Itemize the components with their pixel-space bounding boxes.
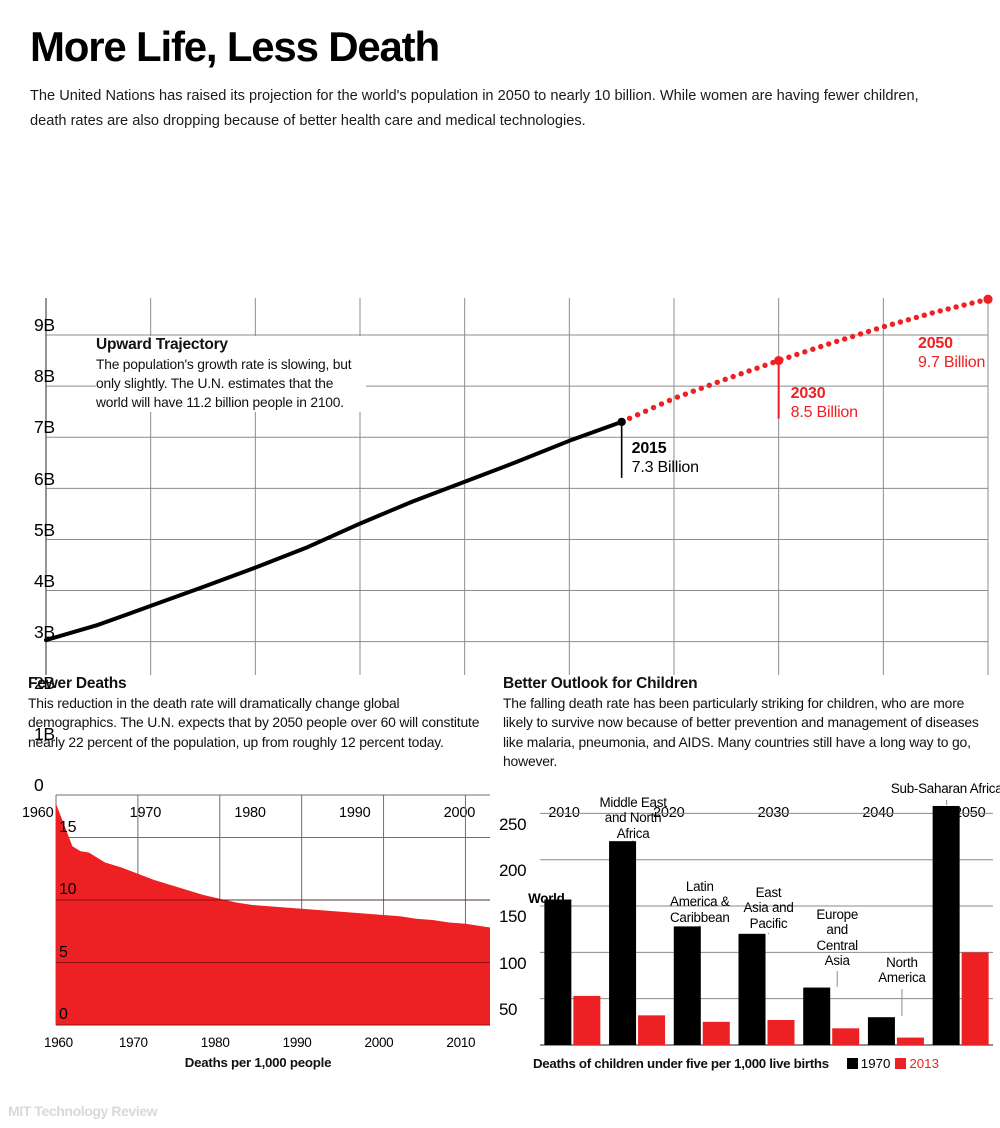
- y-tick-8B: 8B: [34, 366, 55, 387]
- bar-category-line: America: [878, 970, 926, 986]
- bar-category-label: Middle East and North Africa: [585, 795, 681, 841]
- bar-category-label: Latin America & Caribbean: [652, 879, 748, 925]
- area-x-tick-2010: 2010: [446, 1035, 476, 1051]
- bar-category-label: East Asia and Pacific: [728, 885, 810, 931]
- panel-body-better-outlook: The falling death rate has been particul…: [503, 695, 979, 769]
- area-x-tick-1990: 1990: [282, 1035, 312, 1051]
- bar-category-line: World: [528, 891, 565, 907]
- panel-heading-fewer-deaths: Fewer Deaths: [28, 675, 127, 693]
- bar-category-line: America &: [670, 894, 730, 910]
- y-tick-7B: 7B: [34, 417, 55, 438]
- y-tick-0: 0: [34, 775, 44, 796]
- bar-category-line: Africa: [616, 825, 650, 841]
- bar-category-line: Pacific: [749, 915, 788, 931]
- source-attribution: MIT Technology Review: [8, 1103, 158, 1119]
- legend-swatch-2013: [895, 1058, 907, 1070]
- legend-item-2013: 2013: [895, 1056, 939, 1071]
- annotation-2050: 2050 9.7 Billion: [918, 335, 985, 373]
- area-y-tick-5: 5: [59, 943, 68, 961]
- x-tick-1980: 1980: [234, 805, 266, 822]
- bar-y-tick-100: 100: [499, 953, 527, 973]
- bar-category-line: East: [755, 885, 782, 901]
- bar-category-line: and: [826, 922, 848, 938]
- area-x-tick-1970: 1970: [118, 1035, 148, 1051]
- child-mortality-chart-svg: [540, 800, 993, 1046]
- bar-chart-footer: Deaths of children under five per 1,000 …: [533, 1056, 993, 1071]
- fewer-deaths-panel: Fewer Deaths This reduction in the death…: [28, 675, 490, 1070]
- y-tick-5B: 5B: [34, 519, 55, 540]
- bar-series: [544, 806, 989, 1046]
- legend-swatch-1970: [846, 1058, 858, 1070]
- callout-heading: Upward Trajectory: [96, 336, 228, 354]
- y-tick-6B: 6B: [34, 468, 55, 489]
- bar-y-tick-200: 200: [499, 860, 527, 880]
- y-tick-1B: 1B: [34, 724, 55, 745]
- bar-category-label: Europe and Central Asia: [801, 907, 873, 968]
- bar-category-line: Asia and: [743, 900, 794, 916]
- page-deck: The United Nations has raised its projec…: [30, 88, 919, 130]
- annotation-2030: 2030 8.5 Billion: [791, 385, 858, 423]
- page-title: More Life, Less Death: [30, 23, 440, 70]
- annotation-value: 7.3 Billion: [631, 458, 699, 476]
- bar-category-line: Latin: [685, 879, 714, 895]
- annotation-year: 2030: [790, 384, 826, 402]
- callout-body: The population's growth rate is slowing,…: [96, 357, 352, 410]
- bar-category-line: Caribbean: [670, 909, 730, 925]
- upward-trajectory-callout: Upward Trajectory The population's growt…: [96, 336, 366, 413]
- area-y-tick-0: 0: [59, 1006, 68, 1024]
- area-y-tick-15: 15: [59, 818, 77, 836]
- bar-category-line: North: [886, 955, 918, 971]
- legend-label-2013: 2013: [909, 1056, 939, 1072]
- bar-category-line: Central: [816, 937, 858, 953]
- annotation-year: 2015: [631, 440, 667, 458]
- y-tick-2B: 2B: [34, 672, 55, 693]
- x-tick-2000: 2000: [443, 805, 476, 822]
- bar-category-line: Middle East: [599, 795, 667, 811]
- annotation-year: 2050: [918, 335, 953, 353]
- bar-legend: 1970 2013: [846, 1056, 939, 1072]
- bar-category-line: Sub-Saharan Africa: [890, 781, 1000, 797]
- child-mortality-bar-chart: 50 100 150 200 250 World Middle East and North…: [495, 773, 1000, 1083]
- x-tick-1990: 1990: [339, 805, 371, 822]
- population-line-chart: 0 1B 2B 3B 4B 5B 6B 7B 8B 9B 1960 1970 1980 1990 2000…: [0, 150, 1000, 821]
- panel-body-fewer-deaths: This reduction in the death rate will dr…: [28, 695, 480, 750]
- annotation-2015: 2015 7.3 Billion: [632, 440, 699, 478]
- bar-category-line: Europe: [816, 907, 859, 923]
- panel-heading-better-outlook: Better Outlook for Children: [503, 675, 698, 693]
- area-x-tick-2000: 2000: [364, 1035, 394, 1051]
- infographic-header: More Life, Less Death The United Nations…: [0, 0, 1000, 134]
- legend-item-1970: 1970: [846, 1056, 891, 1072]
- area-y-tick-10: 10: [59, 881, 77, 899]
- y-tick-9B: 9B: [34, 315, 55, 336]
- bar-y-tick-150: 150: [499, 907, 527, 927]
- area-x-tick-1960: 1960: [44, 1035, 73, 1051]
- area-x-tick-1980: 1980: [200, 1035, 230, 1051]
- death-rate-chart-svg: [55, 794, 490, 1026]
- annotation-value: 9.7 Billion: [918, 354, 986, 372]
- better-outlook-panel: Better Outlook for Children The falling …: [503, 675, 985, 771]
- bar-y-tick-250: 250: [499, 814, 527, 834]
- area-axis-title: Deaths per 1,000 people: [184, 1055, 332, 1071]
- area-series: [56, 803, 490, 1026]
- bar-category-label: World: [506, 891, 586, 906]
- annotation-value: 8.5 Billion: [790, 403, 858, 421]
- chart-series: [44, 294, 993, 643]
- y-tick-3B: 3B: [34, 621, 55, 642]
- bar-category-label: North America: [864, 955, 940, 986]
- legend-label-1970: 1970: [860, 1056, 891, 1072]
- bar-category-line: and North: [604, 810, 662, 826]
- y-tick-4B: 4B: [34, 570, 55, 591]
- bar-category-line: Asia: [824, 953, 850, 969]
- bar-axis-title: Deaths of children under five per 1,000 …: [533, 1056, 829, 1072]
- x-tick-1960: 1960: [22, 805, 54, 822]
- death-rate-area-chart: 0 5 10 15 1960 1970 1980 1990 2000 2010 Deaths p…: [28, 783, 508, 1083]
- bar-category-label: Sub-Saharan Africa: [877, 781, 1000, 796]
- bar-y-tick-50: 50: [499, 999, 518, 1019]
